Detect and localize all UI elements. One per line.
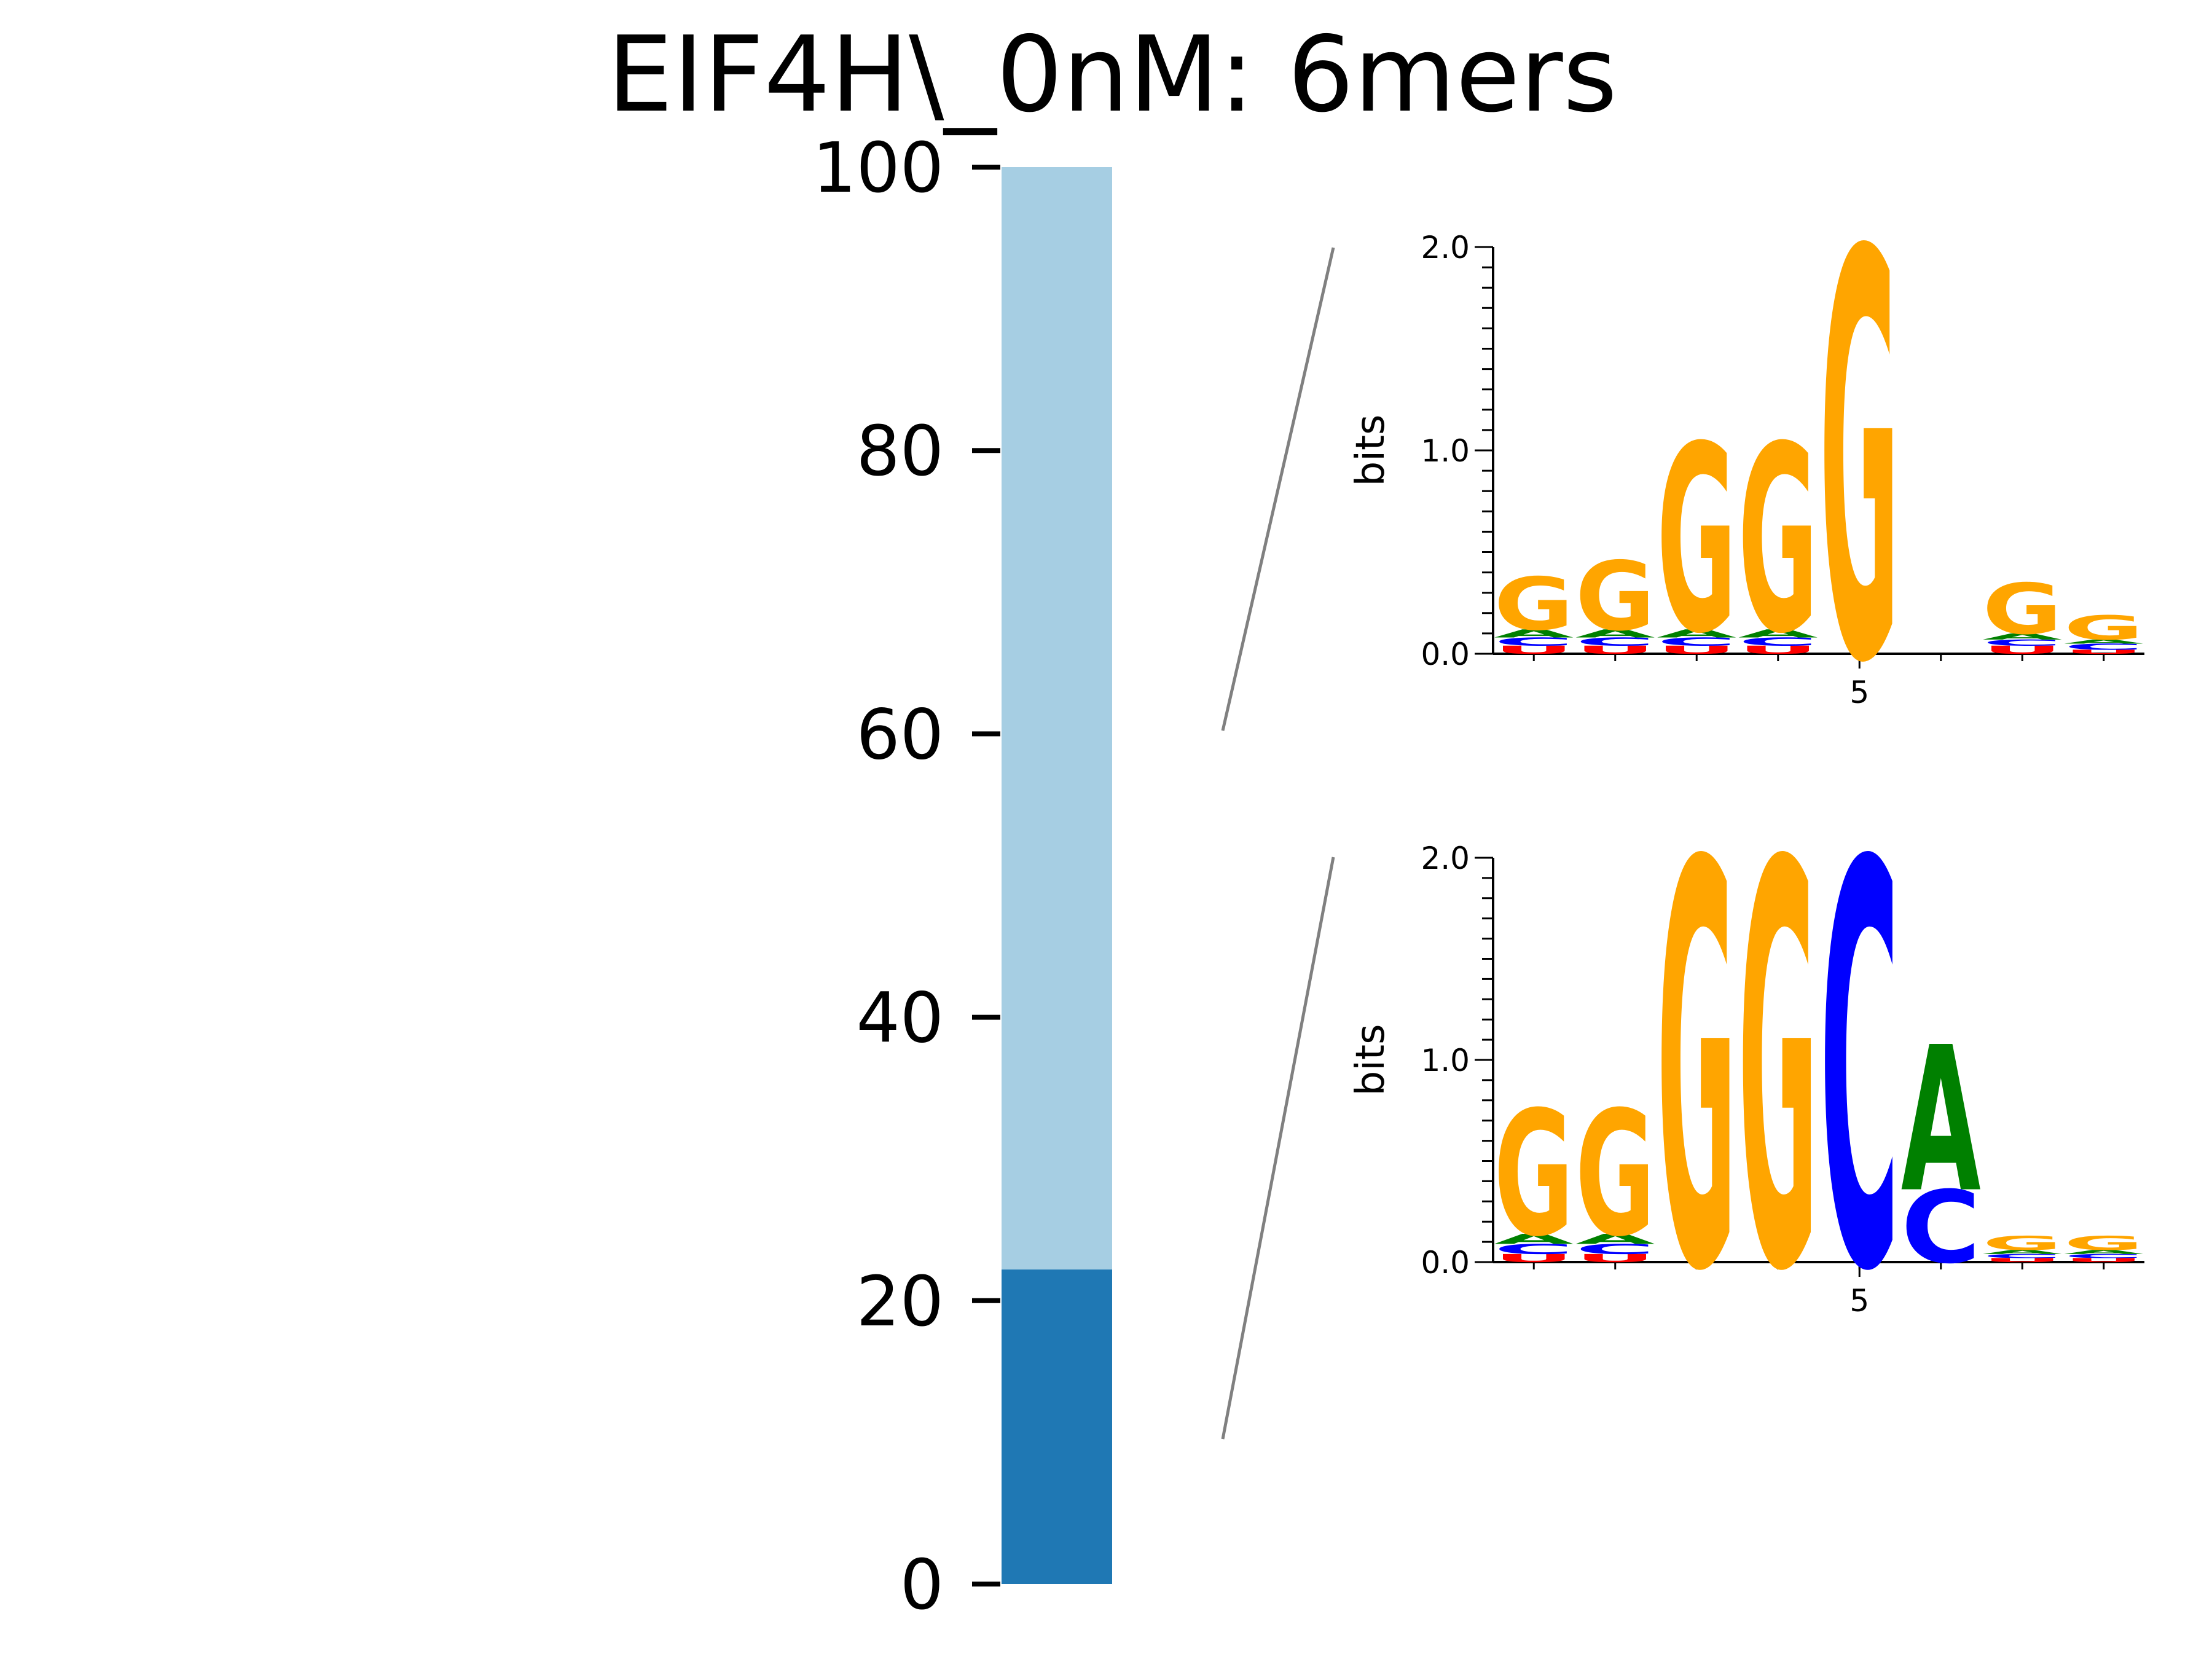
logo-ytick-label: 0.0 bbox=[1421, 1245, 1470, 1281]
logo-glyph-U: U bbox=[2064, 649, 2144, 656]
logo-glyph-U: U bbox=[1982, 643, 2062, 656]
logo-xtick-label: 5 bbox=[1849, 675, 1869, 710]
logo-glyph-C: C bbox=[1494, 635, 1574, 648]
logo-glyph-A: A bbox=[1494, 1231, 1574, 1247]
logo-glyph-U: U bbox=[1738, 643, 1818, 656]
logo-glyph-A: A bbox=[1901, 1004, 1982, 1236]
logo-glyph-A: A bbox=[1982, 1249, 2062, 1255]
logo-glyph-G: G bbox=[1657, 748, 1736, 1393]
logo-glyph-C: C bbox=[1494, 1241, 1574, 1257]
logo-glyph-A: A bbox=[1657, 627, 1736, 640]
logo-glyph-U: U bbox=[1494, 643, 1574, 656]
logo-ytick-label: 1.0 bbox=[1421, 1043, 1470, 1078]
logo-glyph-C: C bbox=[1982, 1253, 2062, 1260]
bar-segment-0 bbox=[1002, 1269, 1112, 1584]
logo-glyph-G: G bbox=[1819, 137, 1899, 786]
logo-ytick-label: 2.0 bbox=[1421, 841, 1470, 876]
logo-glyph-C: C bbox=[1819, 749, 1899, 1394]
logo-xtick-label: 5 bbox=[1849, 1283, 1869, 1319]
logo-glyph-G: G bbox=[1575, 541, 1655, 652]
stacked-bar: 0 20 40 60 80 100 bbox=[812, 128, 1112, 1625]
logo-ylabel: bits bbox=[1348, 415, 1394, 487]
connector-line-1 bbox=[1221, 857, 1335, 1440]
logo-glyph-A: A bbox=[1982, 632, 2062, 641]
logo-ytick-label: 0.0 bbox=[1421, 637, 1470, 672]
logo-glyph-U: U bbox=[1494, 1252, 1574, 1265]
logo-glyph-C: C bbox=[1738, 635, 1818, 648]
logo-glyph-C: C bbox=[1575, 1241, 1655, 1257]
logo-glyph-G: G bbox=[1982, 1232, 2062, 1255]
logo-glyph-G: G bbox=[1494, 1074, 1574, 1274]
bar-ytick-label: 20 bbox=[856, 1262, 944, 1342]
logo-glyph-C: C bbox=[2064, 642, 2144, 652]
logo-glyph-C: C bbox=[1982, 638, 2062, 648]
connector-line-0 bbox=[1221, 247, 1335, 731]
logo-ytick-label: 2.0 bbox=[1421, 230, 1470, 265]
logo-ytick-label: 1.0 bbox=[1421, 433, 1470, 469]
bar-ytick-label: 40 bbox=[856, 979, 944, 1059]
logo-glyph-A: A bbox=[1494, 627, 1574, 640]
logo-glyph-C: C bbox=[1657, 635, 1736, 648]
logo-glyph-G: G bbox=[2064, 608, 2144, 647]
logo-glyph-U: U bbox=[1575, 1252, 1655, 1265]
logo-ylabel: bits bbox=[1348, 1024, 1394, 1096]
connector-lines bbox=[1221, 247, 1335, 1440]
logo-glyph-A: A bbox=[2064, 638, 2144, 645]
logo-glyph-U: U bbox=[2064, 1257, 2144, 1264]
logo-glyph-C: C bbox=[2064, 1253, 2144, 1260]
logo-glyph-G: G bbox=[1982, 569, 2062, 650]
logo-glyph-A: A bbox=[1575, 1231, 1655, 1247]
logo-glyph-G: G bbox=[1657, 392, 1736, 690]
bar-segment-1 bbox=[1002, 167, 1112, 1270]
logo-glyph-A: A bbox=[1738, 627, 1818, 640]
logo-glyph-G: G bbox=[1738, 392, 1818, 690]
bar-ytick-label: 0 bbox=[900, 1545, 944, 1625]
bar-ytick-label: 80 bbox=[856, 412, 944, 492]
logo-glyph-G: G bbox=[1494, 562, 1574, 646]
bar-ytick-label: 60 bbox=[856, 695, 944, 775]
logo-glyph-G: G bbox=[1575, 1074, 1655, 1274]
logo-glyph-C: C bbox=[1901, 1170, 1981, 1286]
logo-glyph-U: U bbox=[1982, 1257, 2062, 1264]
bar-ytick-label: 100 bbox=[812, 128, 944, 208]
logo-glyph-U: U bbox=[1575, 643, 1655, 656]
logo-glyph-A: A bbox=[1575, 627, 1655, 640]
chart-title: EIF4H\_0nM: 6mers bbox=[607, 14, 1617, 136]
logo-glyph-U: U bbox=[1657, 643, 1736, 656]
logo-glyph-C: C bbox=[1575, 635, 1655, 648]
logo-glyph-G: G bbox=[1738, 748, 1818, 1393]
logo-glyph-A: A bbox=[2064, 1249, 2144, 1255]
logo-glyph-G: G bbox=[2064, 1232, 2144, 1255]
